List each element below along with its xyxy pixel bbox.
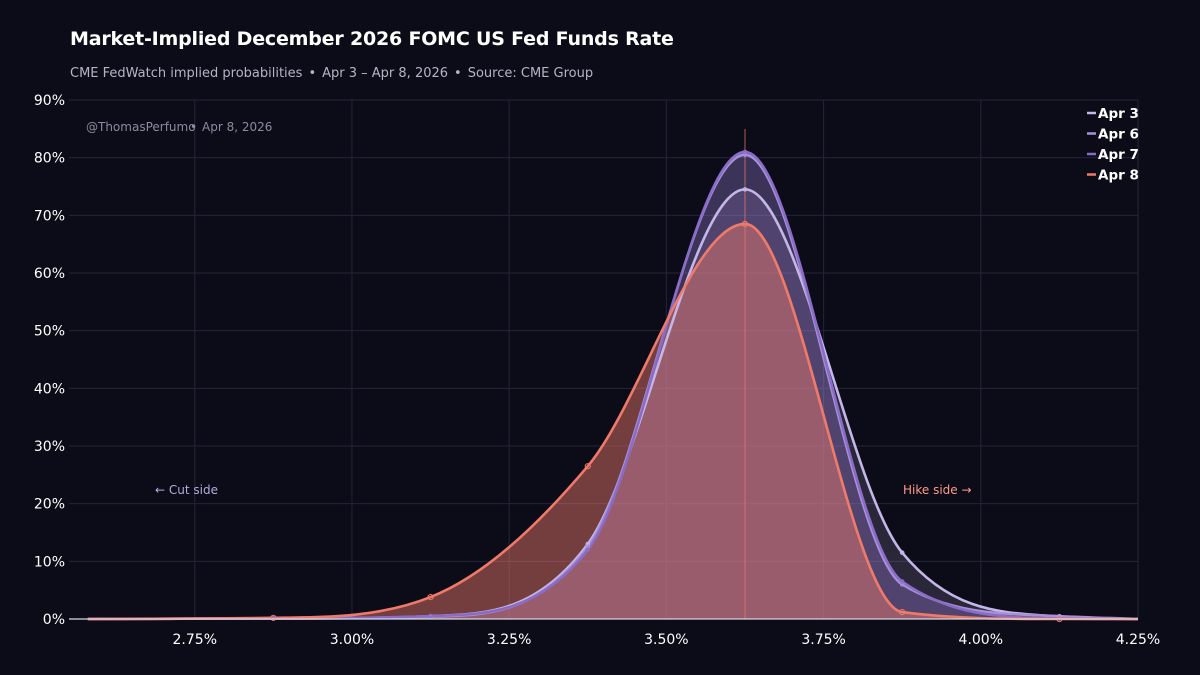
watermark-separator: •: [190, 120, 197, 134]
x-tick-label: 4.00%: [959, 632, 1003, 648]
data-point: [428, 613, 433, 619]
series-area-apr-7: [87, 151, 1139, 619]
y-tick-label: 70%: [34, 208, 65, 224]
data-point: [742, 149, 748, 155]
watermark: @ThomasPerfumo • Apr 8, 2026: [86, 120, 272, 134]
data-point: [427, 593, 434, 601]
subtitle-separator: •: [308, 66, 317, 81]
x-tick-label: 3.00%: [330, 632, 374, 648]
data-point: [585, 544, 591, 550]
y-tick-label: 50%: [34, 324, 65, 340]
series-area-apr-3: [87, 189, 1139, 619]
hike-side-annotation: Hike side →: [903, 483, 972, 497]
y-tick-label: 0%: [43, 612, 65, 628]
subtitle-source: Source: CME Group: [467, 66, 594, 81]
legend-entry: Apr 6: [1098, 127, 1139, 143]
data-point: [899, 579, 905, 584]
data-point: [1057, 613, 1062, 619]
data-point: [585, 541, 591, 547]
chart-title: Market-Implied December 2026 FOMC US Fed…: [70, 28, 674, 50]
legend: Apr 3 Apr 6 Apr 7 Apr 8: [1087, 106, 1139, 184]
x-tick-label: 3.75%: [801, 632, 845, 648]
chart-subtitle: CME FedWatch implied probabilities • Apr 3…: [70, 66, 593, 81]
y-tick-label: 10%: [34, 554, 65, 570]
watermark-date: Apr 8, 2026: [202, 120, 272, 134]
data-point: [899, 582, 905, 587]
data-point: [899, 550, 905, 555]
y-tick-label: 30%: [34, 439, 65, 455]
data-point: [585, 547, 591, 553]
watermark-handle: @ThomasPerfumo: [86, 120, 196, 134]
line-layer: [87, 150, 1139, 621]
x-tick-label: 2.75%: [173, 632, 217, 648]
area-layer: [87, 151, 1139, 620]
x-tick-label: 3.25%: [487, 632, 531, 648]
data-point: [742, 187, 748, 192]
data-point: [899, 608, 906, 616]
data-point: [742, 152, 748, 158]
legend-entry: Apr 3: [1098, 106, 1139, 122]
series-line-apr-8: [87, 222, 1138, 621]
y-tick-label: 20%: [34, 497, 65, 513]
data-point: [741, 220, 749, 228]
series-area-apr-8: [87, 223, 1139, 620]
y-tick-label: 90%: [34, 93, 65, 109]
legend-entry: Apr 7: [1098, 147, 1139, 163]
legend-entry: Apr 8: [1098, 168, 1139, 184]
x-tick-label: 3.50%: [644, 632, 688, 648]
axis-layer: 0% 10% 20% 30% 40% 50% 60% 70% 80% 90% 2.75% 3.00% 3…: [34, 93, 1160, 648]
subtitle-date-range: Apr 3 – Apr 8, 2026: [322, 66, 449, 81]
data-point: [270, 614, 277, 621]
grid-layer: [69, 99, 1139, 620]
y-tick-label: 40%: [34, 381, 65, 397]
y-tick-label: 60%: [34, 266, 65, 282]
y-tick-label: 80%: [34, 151, 65, 167]
series-area-apr-6: [87, 154, 1139, 619]
cut-side-annotation: ← Cut side: [155, 483, 218, 497]
subtitle-description: CME FedWatch implied probabilities: [70, 66, 303, 81]
x-tick-label: 4.25%: [1116, 632, 1160, 648]
subtitle-separator: •: [454, 66, 462, 81]
data-point: [584, 463, 591, 470]
